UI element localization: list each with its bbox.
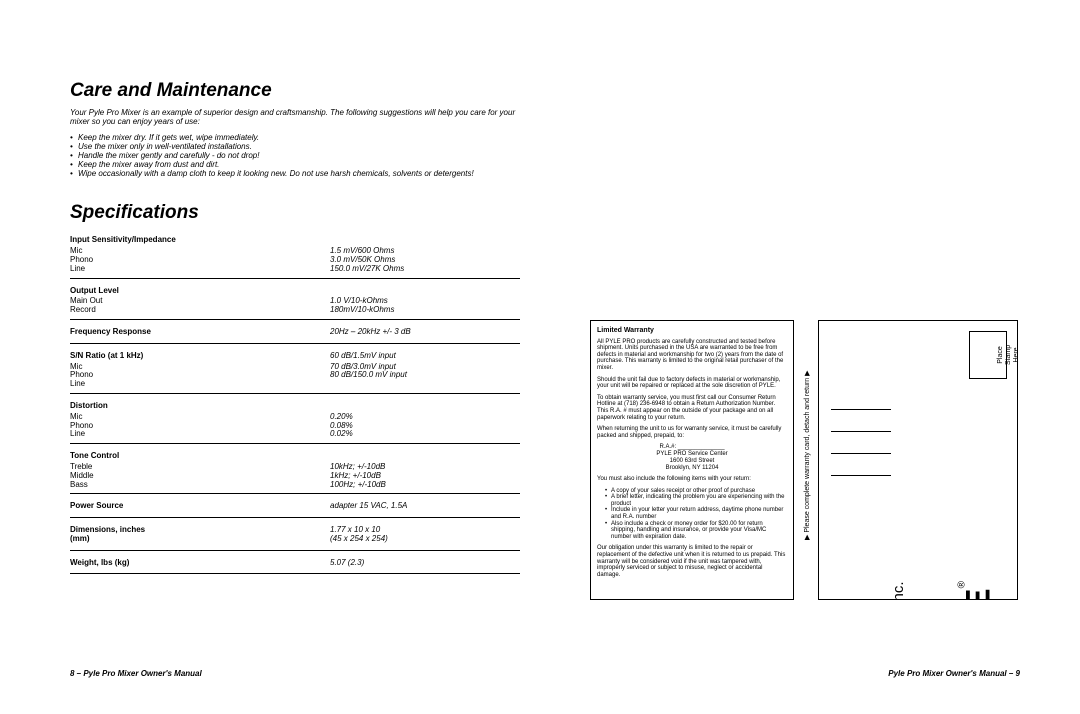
footer-left: 8 – Pyle Pro Mixer Owner's Manual <box>70 669 202 678</box>
spec-label: Phono <box>70 256 330 265</box>
tear-instruction: ▶ Please complete warranty card, detach … <box>803 370 811 540</box>
spec-heading-value <box>330 230 520 247</box>
spec-heading-value: 1.77 x 10 x 10(45 x 254 x 254) <box>330 520 520 546</box>
return-city: Brooklyn, NY 11204 <box>928 581 948 600</box>
spec-value <box>330 380 520 389</box>
spec-heading: Frequency Response <box>70 322 330 339</box>
sender-address-lines <box>831 396 891 484</box>
registered-mark: ® <box>957 581 968 588</box>
spec-label: Record <box>70 306 330 315</box>
logo-brand: PYLE <box>960 588 999 600</box>
sheet: Care and Maintenance Your Pyle Pro Mixer… <box>0 0 1080 714</box>
warranty-city: Brooklyn, NY 11204 <box>597 465 787 472</box>
warranty-items: A copy of your sales receipt or other pr… <box>597 488 787 541</box>
care-bullets: Keep the mixer dry. If it gets wet, wipe… <box>70 134 520 178</box>
spec-separator <box>70 319 520 320</box>
spec-value: 0.08% <box>330 422 520 431</box>
spec-label: Bass <box>70 481 330 490</box>
warranty-p5: You must also include the following item… <box>597 476 787 483</box>
spec-label: Main Out <box>70 297 330 306</box>
warranty-p2: Should the unit fail due to factory defe… <box>597 377 787 390</box>
warranty-p1: All PYLE PRO products are carefully cons… <box>597 339 787 372</box>
spec-separator <box>70 493 520 494</box>
spec-heading-value <box>330 281 520 298</box>
spec-heading-value: 60 dB/1.5mV input <box>330 346 520 363</box>
spec-separator <box>70 343 520 344</box>
spec-heading: Power Source <box>70 496 330 513</box>
warranty-title: Limited Warranty <box>597 327 787 335</box>
spec-heading-value: adapter 15 VAC, 1.5A <box>330 496 520 513</box>
spec-label: Line <box>70 430 330 439</box>
spec-separator <box>70 393 520 394</box>
spec-table: Input Sensitivity/ImpedanceMic1.5 mV/600… <box>70 230 520 574</box>
spec-label: Line <box>70 380 330 389</box>
spec-separator <box>70 443 520 444</box>
return-address: PYLE PRO Audio, Inc. 1600 63rd Street Br… <box>889 581 948 600</box>
spec-heading-value <box>330 396 520 413</box>
spec-heading-value: 20Hz – 20kHz +/- 3 dB <box>330 322 520 339</box>
warranty-street: 1600 63rd Street <box>597 458 787 465</box>
warranty-item: Include in your letter your return addre… <box>605 507 787 520</box>
return-card: PlaceStampHere PYLE® PYLE PRO Audio, Inc… <box>818 320 1018 600</box>
spec-separator <box>70 517 520 518</box>
spec-value: 180mV/10-kOhms <box>330 306 520 315</box>
spec-label: Mic <box>70 413 330 422</box>
spec-separator <box>70 278 520 279</box>
spec-heading: Weight, lbs (kg) <box>70 553 330 570</box>
spec-value: 80 dB/150.0 mV input <box>330 371 520 380</box>
return-street: 1600 63rd Street <box>908 581 928 600</box>
spec-label: Mic <box>70 363 330 372</box>
spec-value: 0.02% <box>330 430 520 439</box>
spec-value: 150.0 mV/27K Ohms <box>330 265 520 274</box>
warranty-ra: R.A.#: ______________ <box>597 444 787 451</box>
spec-title: Specifications <box>70 202 520 224</box>
warranty-p4: When returning the unit to us for warran… <box>597 426 787 439</box>
warranty-item: A copy of your sales receipt or other pr… <box>605 488 787 495</box>
spec-label: Mic <box>70 247 330 256</box>
spec-heading: Input Sensitivity/Impedance <box>70 230 330 247</box>
warranty-p3: To obtain warranty service, you must fir… <box>597 395 787 421</box>
spec-heading: Distortion <box>70 396 330 413</box>
spec-heading: S/N Ratio (at 1 kHz) <box>70 346 330 363</box>
spec-separator <box>70 550 520 551</box>
spec-heading-value <box>330 446 520 463</box>
spec-value: 100Hz; +/-10dB <box>330 481 520 490</box>
warranty-item: A brief letter, indicating the problem y… <box>605 494 787 507</box>
spec-heading: Tone Control <box>70 446 330 463</box>
spec-heading: Dimensions, inches(mm) <box>70 520 330 546</box>
left-page: Care and Maintenance Your Pyle Pro Mixer… <box>70 80 520 576</box>
spec-label: Phono <box>70 371 330 380</box>
stamp-text: PlaceStampHere <box>997 332 1018 378</box>
spec-heading: Output Level <box>70 281 330 298</box>
care-intro: Your Pyle Pro Mixer is an example of sup… <box>70 108 520 126</box>
return-company: PYLE PRO Audio, Inc. <box>889 581 909 600</box>
spec-label: Treble <box>70 463 330 472</box>
spec-label: Middle <box>70 472 330 481</box>
warranty-address: R.A.#: ______________ PYLE PRO Service C… <box>597 444 787 472</box>
spec-value: 0.20% <box>330 413 520 422</box>
care-title: Care and Maintenance <box>70 80 520 102</box>
warranty-p6: Our obligation under this warranty is li… <box>597 545 787 578</box>
footer-right: Pyle Pro Mixer Owner's Manual – 9 <box>888 669 1020 678</box>
logo-block: PYLE® <box>957 581 1001 600</box>
care-bullet: Wipe occasionally with a damp cloth to k… <box>70 170 520 179</box>
warranty-service: PYLE PRO Service Center <box>597 451 787 458</box>
warranty-item: Also include a check or money order for … <box>605 521 787 541</box>
warranty-box: Limited Warranty All PYLE PRO products a… <box>590 320 794 600</box>
spec-heading-value: 5.07 (2.3) <box>330 553 520 570</box>
stamp-box: PlaceStampHere <box>969 331 1007 379</box>
spec-label: Line <box>70 265 330 274</box>
spec-separator <box>70 573 520 574</box>
spec-label: Phono <box>70 422 330 431</box>
